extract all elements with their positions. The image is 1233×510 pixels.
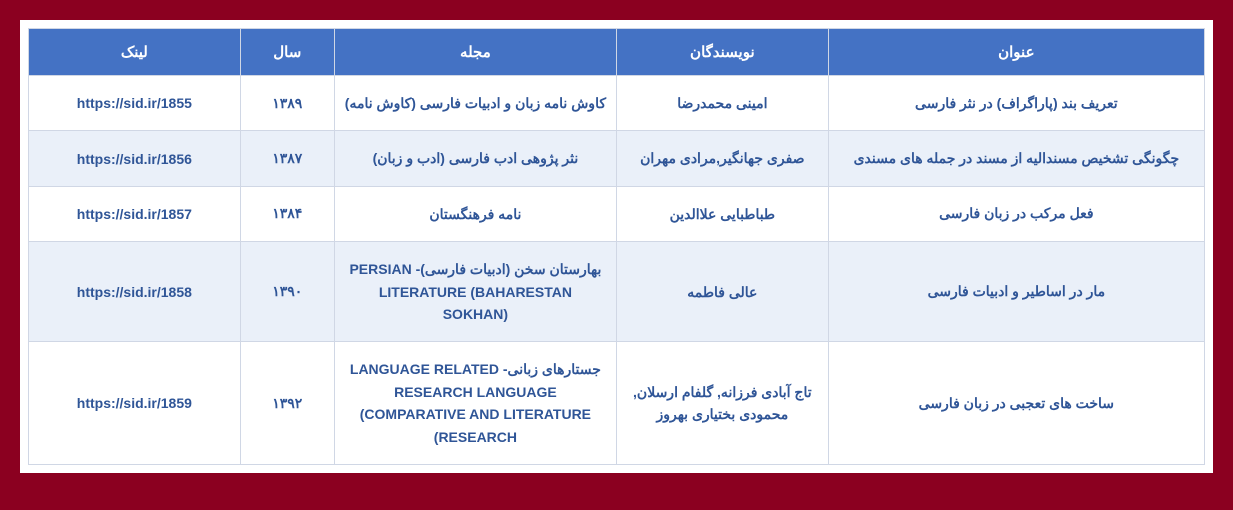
cell-link: https://sid.ir/1857 — [29, 186, 241, 241]
header-journal: مجله — [334, 29, 616, 76]
link[interactable]: https://sid.ir/1858 — [77, 284, 192, 300]
header-year: سال — [240, 29, 334, 76]
cell-journal: کاوش نامه زبان و ادبیات فارسی (کاوش نامه… — [334, 76, 616, 131]
header-link: لینک — [29, 29, 241, 76]
cell-authors: طباطبایی علاالدین — [617, 186, 829, 241]
header-authors: نویسندگان — [617, 29, 829, 76]
link[interactable]: https://sid.ir/1856 — [77, 151, 192, 167]
table-row: چگونگی تشخیص مسندالیه از مسند در جمله ها… — [29, 131, 1205, 186]
cell-journal: نثر پژوهی ادب فارسی (ادب و زبان) — [334, 131, 616, 186]
cell-journal: جستارهای زبانی- LANGUAGE RELATED RESEARC… — [334, 342, 616, 465]
cell-year: ۱۳۹۰ — [240, 242, 334, 342]
cell-year: ۱۳۹۲ — [240, 342, 334, 465]
table-row: مار در اساطیر و ادبیات فارسی عالی فاطمه … — [29, 242, 1205, 342]
cell-year: ۱۳۸۴ — [240, 186, 334, 241]
cell-year: ۱۳۸۷ — [240, 131, 334, 186]
cell-authors: تاج آبادی فرزانه, گلفام ارسلان, محمودی ب… — [617, 342, 829, 465]
table-row: تعریف بند (پاراگراف) در نثر فارسی امینی … — [29, 76, 1205, 131]
link[interactable]: https://sid.ir/1859 — [77, 395, 192, 411]
cell-title: مار در اساطیر و ادبیات فارسی — [828, 242, 1204, 342]
data-table: عنوان نویسندگان مجله سال لینک تعریف بند … — [28, 28, 1205, 465]
cell-link: https://sid.ir/1855 — [29, 76, 241, 131]
table-container: عنوان نویسندگان مجله سال لینک تعریف بند … — [20, 20, 1213, 473]
header-row: عنوان نویسندگان مجله سال لینک — [29, 29, 1205, 76]
table-row: ساخت های تعجبی در زبان فارسی تاج آبادی ف… — [29, 342, 1205, 465]
cell-link: https://sid.ir/1859 — [29, 342, 241, 465]
header-title: عنوان — [828, 29, 1204, 76]
table-row: فعل مرکب در زبان فارسی طباطبایی علاالدین… — [29, 186, 1205, 241]
table-header: عنوان نویسندگان مجله سال لینک — [29, 29, 1205, 76]
cell-link: https://sid.ir/1858 — [29, 242, 241, 342]
cell-authors: عالی فاطمه — [617, 242, 829, 342]
cell-title: چگونگی تشخیص مسندالیه از مسند در جمله ها… — [828, 131, 1204, 186]
link[interactable]: https://sid.ir/1857 — [77, 206, 192, 222]
cell-title: تعریف بند (پاراگراف) در نثر فارسی — [828, 76, 1204, 131]
cell-journal: بهارستان سخن (ادبیات فارسی)- PERSIAN LIT… — [334, 242, 616, 342]
cell-year: ۱۳۸۹ — [240, 76, 334, 131]
cell-link: https://sid.ir/1856 — [29, 131, 241, 186]
cell-title: ساخت های تعجبی در زبان فارسی — [828, 342, 1204, 465]
cell-authors: امینی محمدرضا — [617, 76, 829, 131]
cell-authors: صفری جهانگیر,مرادی مهران — [617, 131, 829, 186]
link[interactable]: https://sid.ir/1855 — [77, 95, 192, 111]
cell-title: فعل مرکب در زبان فارسی — [828, 186, 1204, 241]
table-body: تعریف بند (پاراگراف) در نثر فارسی امینی … — [29, 76, 1205, 465]
cell-journal: نامه فرهنگستان — [334, 186, 616, 241]
